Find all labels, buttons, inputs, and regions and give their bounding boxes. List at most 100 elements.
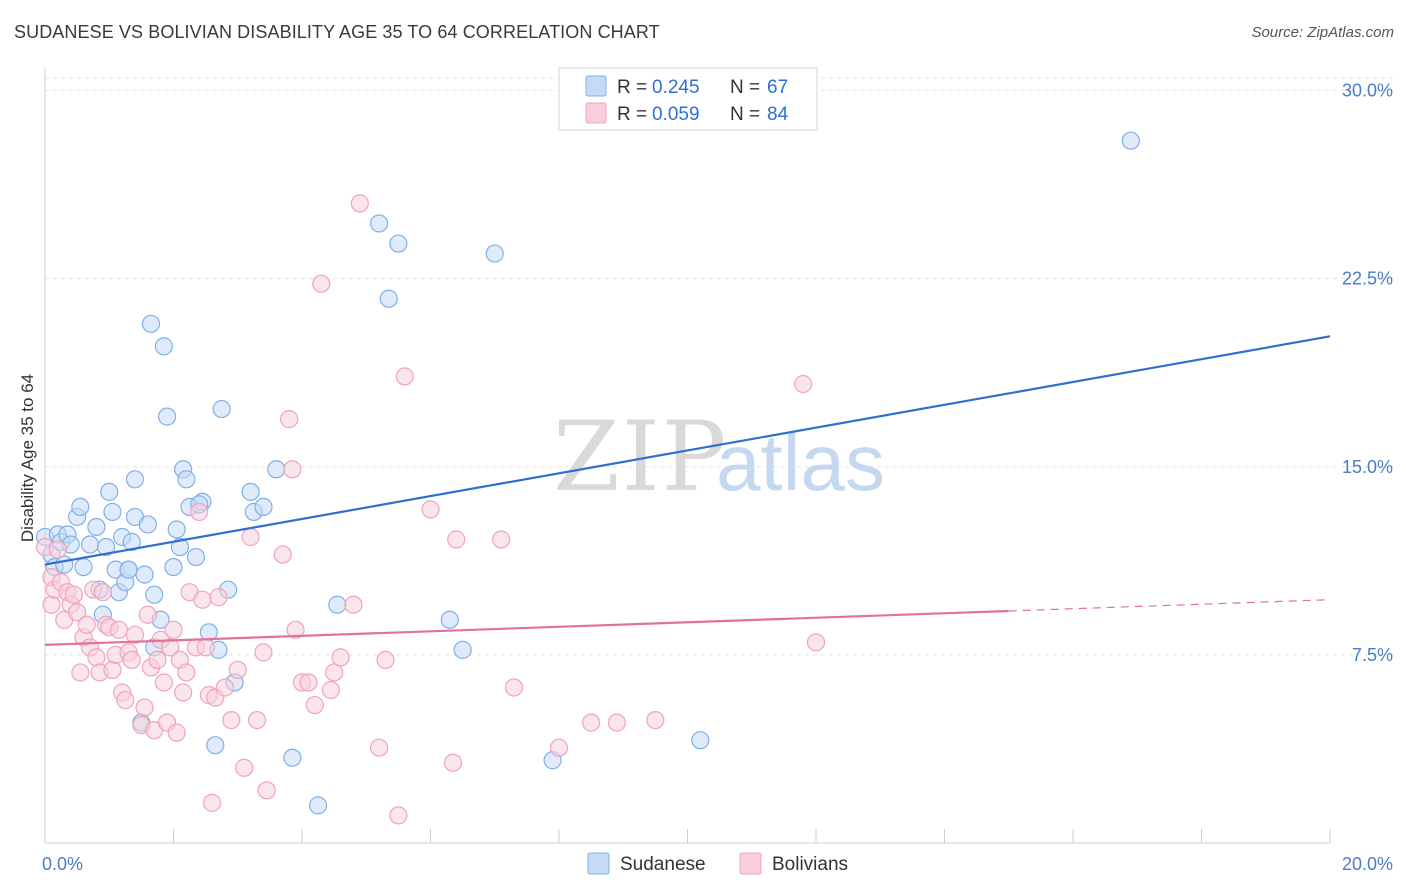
point-sudanese-23 bbox=[122, 532, 141, 552]
point-sudanese-27 bbox=[135, 565, 154, 584]
point-sudanese-15 bbox=[96, 537, 116, 557]
point-bolivians-78 bbox=[421, 500, 440, 519]
point-sudanese-55 bbox=[328, 595, 347, 614]
bottom-legend-swatch-sudanese bbox=[587, 852, 610, 875]
point-sudanese-44 bbox=[206, 736, 225, 755]
point-sudanese-16 bbox=[100, 482, 119, 501]
point-bolivians-23 bbox=[109, 620, 128, 639]
point-bolivians-53 bbox=[215, 678, 234, 697]
point-bolivians-40 bbox=[167, 723, 186, 742]
trend-lines bbox=[44, 335, 1331, 646]
point-bolivians-69 bbox=[321, 680, 341, 700]
point-sudanese-36 bbox=[167, 520, 186, 539]
point-bolivians-13 bbox=[77, 615, 96, 634]
trend-line-bolivians bbox=[44, 609, 1009, 646]
point-bolivians-79 bbox=[443, 753, 463, 772]
legend-r-label-1: R = bbox=[617, 77, 647, 98]
y-tick-label-0: 7.5% bbox=[1352, 645, 1393, 665]
point-bolivians-9 bbox=[64, 585, 84, 604]
point-bolivians-38 bbox=[161, 638, 180, 657]
legend-n-label-2: N = bbox=[730, 104, 760, 125]
point-sudanese-28 bbox=[138, 515, 157, 534]
point-sudanese-34 bbox=[157, 407, 177, 426]
point-bolivians-64 bbox=[286, 620, 305, 639]
series-bolivians-points bbox=[35, 194, 826, 825]
legend-n-value-1: 67 bbox=[767, 77, 788, 98]
point-bolivians-85 bbox=[607, 713, 626, 732]
y-axis-label: Disability Age 35 to 64 bbox=[18, 374, 37, 542]
point-bolivians-16 bbox=[87, 648, 106, 667]
point-sudanese-56 bbox=[370, 214, 389, 233]
point-sudanese-46 bbox=[212, 399, 231, 419]
point-bolivians-1 bbox=[42, 595, 61, 614]
y-tick-label-3: 30.0% bbox=[1342, 81, 1393, 101]
legend-r-value-1: 0.245 bbox=[652, 77, 700, 98]
point-bolivians-86 bbox=[646, 710, 665, 730]
point-bolivians-60 bbox=[257, 781, 276, 800]
point-bolivians-71 bbox=[331, 648, 350, 667]
point-sudanese-54 bbox=[308, 796, 328, 815]
point-sudanese-12 bbox=[87, 517, 106, 537]
point-sudanese-65 bbox=[119, 560, 138, 579]
point-sudanese-58 bbox=[389, 234, 408, 253]
point-bolivians-11 bbox=[71, 663, 90, 682]
y-tick-label-2: 22.5% bbox=[1342, 269, 1393, 289]
point-sudanese-64 bbox=[1121, 131, 1140, 150]
point-bolivians-25 bbox=[116, 690, 135, 710]
point-bolivians-28 bbox=[125, 625, 145, 644]
point-bolivians-58 bbox=[247, 710, 267, 730]
point-sudanese-52 bbox=[267, 460, 286, 479]
point-sudanese-63 bbox=[691, 731, 710, 750]
watermark-atlas: atlas bbox=[716, 418, 885, 507]
point-sudanese-59 bbox=[440, 610, 459, 629]
point-bolivians-50 bbox=[202, 793, 222, 812]
point-bolivians-59 bbox=[254, 643, 273, 662]
legend-n-value-2: 84 bbox=[767, 104, 789, 125]
point-sudanese-49 bbox=[241, 482, 260, 501]
point-bolivians-61 bbox=[273, 545, 292, 564]
point-bolivians-4 bbox=[48, 540, 67, 559]
point-sudanese-51 bbox=[254, 497, 273, 517]
point-bolivians-87 bbox=[794, 374, 813, 394]
point-sudanese-31 bbox=[145, 585, 164, 604]
point-sudanese-61 bbox=[485, 244, 504, 263]
legend-swatch-sudanese bbox=[585, 75, 607, 97]
bottom-legend-label-sudanese: Sudanese bbox=[620, 854, 706, 875]
point-bolivians-46 bbox=[190, 502, 209, 522]
axes bbox=[44, 68, 1331, 844]
point-bolivians-88 bbox=[806, 633, 826, 652]
point-sudanese-53 bbox=[283, 748, 302, 767]
point-bolivians-63 bbox=[283, 460, 302, 479]
watermark: ZIP atlas bbox=[553, 401, 885, 513]
point-bolivians-67 bbox=[305, 695, 324, 715]
point-bolivians-83 bbox=[549, 738, 569, 757]
point-bolivians-77 bbox=[395, 367, 414, 386]
legend-swatch-bolivians bbox=[585, 102, 607, 124]
point-bolivians-82 bbox=[504, 678, 524, 697]
point-bolivians-48 bbox=[196, 638, 215, 657]
tick-labels: 7.5% 15.0% 22.5% 30.0% 0.0% 20.0% bbox=[42, 81, 1393, 874]
watermark-zip: ZIP bbox=[553, 401, 728, 513]
point-bolivians-56 bbox=[235, 758, 254, 777]
bottom-legend-swatch-bolivians bbox=[739, 852, 762, 875]
bottom-legend-label-bolivians: Bolivians bbox=[772, 854, 848, 875]
point-bolivians-76 bbox=[389, 806, 408, 825]
legend-n-label-1: N = bbox=[730, 77, 760, 98]
bottom-legend: Sudanese Bolivians bbox=[587, 852, 848, 875]
point-bolivians-52 bbox=[209, 588, 228, 607]
point-bolivians-74 bbox=[370, 738, 389, 757]
point-bolivians-31 bbox=[138, 605, 157, 624]
x-tick-label-0: 0.0% bbox=[42, 854, 83, 874]
point-bolivians-62 bbox=[280, 410, 299, 429]
point-bolivians-81 bbox=[492, 530, 511, 549]
point-bolivians-68 bbox=[312, 274, 331, 293]
trend-line-bolivians-dashed bbox=[1008, 599, 1331, 612]
point-bolivians-54 bbox=[222, 710, 241, 730]
grid-lines bbox=[45, 77, 1395, 656]
point-bolivians-34 bbox=[148, 650, 167, 670]
point-bolivians-75 bbox=[376, 650, 395, 670]
point-bolivians-21 bbox=[103, 660, 122, 680]
point-bolivians-10 bbox=[68, 603, 87, 622]
point-sudanese-17 bbox=[103, 502, 122, 522]
point-sudanese-39 bbox=[177, 470, 196, 489]
